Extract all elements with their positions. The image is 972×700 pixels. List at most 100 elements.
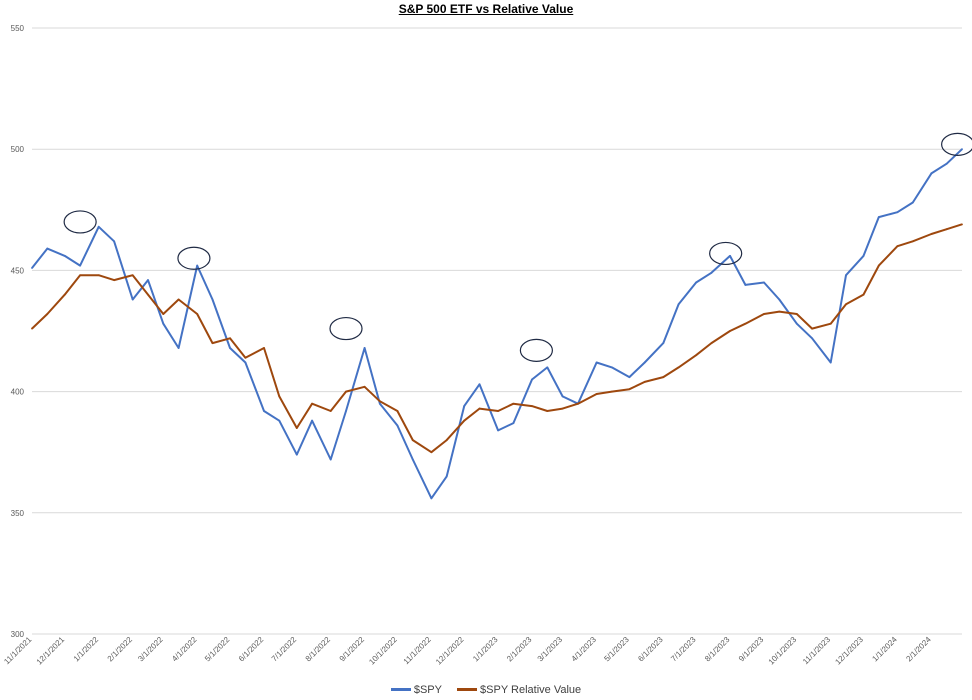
x-tick-label-27: 2/1/2024 (904, 635, 933, 664)
legend-swatch-spy (390, 688, 411, 691)
data-point-spy-15 (278, 419, 281, 422)
data-point-relative-value-6 (131, 274, 134, 277)
x-tick-label-1: 12/1/2021 (35, 635, 67, 667)
data-point-relative-value-7 (147, 293, 149, 296)
data-point-spy-23 (411, 458, 414, 461)
data-point-spy-22 (396, 424, 399, 427)
data-point-spy-38 (662, 342, 665, 345)
data-point-spy-4 (97, 225, 100, 228)
data-point-spy-7 (147, 279, 149, 281)
data-point-relative-value-55 (945, 228, 948, 231)
data-point-relative-value-40 (695, 354, 698, 357)
data-point-relative-value-17 (311, 402, 313, 405)
y-tick-label-400: 400 (11, 388, 25, 397)
data-point-relative-value-16 (295, 427, 298, 429)
data-point-relative-value-45 (778, 310, 781, 313)
x-tick-label-3: 2/1/2022 (106, 635, 135, 664)
data-point-relative-value-36 (628, 388, 631, 391)
data-point-relative-value-51 (877, 264, 880, 267)
data-point-spy-17 (311, 419, 313, 422)
data-point-spy-6 (131, 298, 134, 301)
data-point-spy-24 (430, 497, 433, 500)
data-point-relative-value-13 (244, 356, 247, 359)
data-point-spy-35 (610, 366, 613, 369)
data-point-spy-5 (113, 240, 115, 243)
legend-label-relative-value: $SPY Relative Value (480, 683, 582, 696)
data-point-spy-18 (329, 458, 332, 461)
data-point-relative-value-48 (829, 322, 832, 325)
data-point-relative-value-3 (79, 274, 82, 277)
data-point-relative-value-14 (263, 347, 265, 349)
x-tick-label-24: 11/1/2023 (801, 635, 832, 666)
data-point-spy-45 (778, 298, 781, 301)
data-point-spy-49 (845, 274, 847, 277)
x-tick-label-7: 6/1/2022 (237, 635, 266, 664)
legend-swatch-relative-value (457, 688, 478, 691)
x-tick-label-18: 5/1/2023 (602, 635, 631, 664)
data-point-spy-50 (862, 254, 865, 257)
highlight-circle-3 (519, 338, 553, 362)
data-point-spy-55 (945, 162, 948, 165)
x-tick-label-2: 1/1/2022 (72, 635, 101, 664)
data-point-spy-48 (829, 361, 832, 364)
data-point-spy-30 (531, 378, 533, 381)
data-point-spy-56 (961, 148, 963, 151)
data-point-relative-value-34 (595, 393, 598, 395)
data-point-relative-value-9 (177, 298, 180, 301)
data-point-spy-20 (363, 347, 366, 349)
x-tick-label-6: 5/1/2022 (203, 635, 232, 664)
data-point-relative-value-53 (911, 240, 914, 243)
y-tick-label-500: 500 (11, 145, 25, 154)
data-point-relative-value-49 (845, 303, 847, 306)
highlight-circle-0 (63, 210, 97, 234)
x-tick-label-19: 6/1/2023 (636, 635, 665, 664)
data-point-relative-value-4 (97, 274, 100, 277)
data-point-relative-value-15 (278, 395, 281, 398)
x-tick-label-14: 1/1/2023 (471, 635, 500, 664)
data-point-relative-value-29 (512, 402, 515, 405)
data-point-relative-value-23 (411, 439, 414, 441)
data-point-relative-value-11 (211, 342, 214, 345)
data-point-relative-value-47 (811, 327, 814, 330)
data-point-relative-value-22 (396, 410, 399, 412)
data-point-spy-3 (79, 264, 82, 267)
data-point-spy-8 (162, 322, 165, 325)
x-tick-label-22: 9/1/2023 (737, 635, 766, 664)
data-point-relative-value-21 (379, 400, 381, 403)
data-point-relative-value-38 (662, 376, 665, 378)
data-point-spy-42 (729, 254, 731, 257)
data-point-relative-value-1 (46, 313, 49, 315)
data-point-relative-value-8 (162, 313, 165, 315)
data-point-spy-12 (229, 347, 231, 349)
data-point-relative-value-33 (577, 402, 579, 405)
x-tick-label-12: 11/1/2022 (402, 635, 433, 666)
x-tick-label-16: 3/1/2023 (536, 635, 565, 664)
data-point-spy-31 (546, 366, 549, 369)
data-point-relative-value-42 (729, 330, 731, 332)
legend: $SPY $SPY Relative Value (0, 682, 972, 696)
series-line-spy (31, 148, 963, 500)
data-point-spy-46 (795, 322, 798, 325)
data-point-relative-value-50 (862, 293, 865, 296)
data-point-spy-14 (263, 410, 265, 412)
data-point-spy-41 (710, 271, 713, 274)
x-tick-label-5: 4/1/2022 (170, 635, 199, 664)
y-tick-label-300: 300 (11, 630, 25, 639)
legend-label-spy: $SPY (413, 683, 442, 696)
data-point-relative-value-30 (531, 405, 533, 408)
y-tick-label-450: 450 (11, 266, 25, 275)
data-point-relative-value-2 (63, 293, 66, 296)
highlight-circle-1 (177, 246, 211, 270)
data-point-relative-value-32 (561, 407, 564, 410)
data-point-relative-value-54 (930, 233, 933, 235)
data-point-spy-19 (345, 410, 347, 412)
data-point-spy-26 (463, 405, 466, 408)
data-point-spy-1 (46, 247, 49, 250)
data-point-spy-25 (445, 475, 448, 478)
data-point-spy-29 (512, 422, 515, 425)
data-point-spy-9 (177, 347, 180, 349)
highlight-circle-4 (709, 241, 743, 266)
x-tick-label-20: 7/1/2023 (669, 635, 698, 664)
data-point-spy-53 (911, 201, 914, 204)
data-point-spy-21 (379, 402, 381, 405)
